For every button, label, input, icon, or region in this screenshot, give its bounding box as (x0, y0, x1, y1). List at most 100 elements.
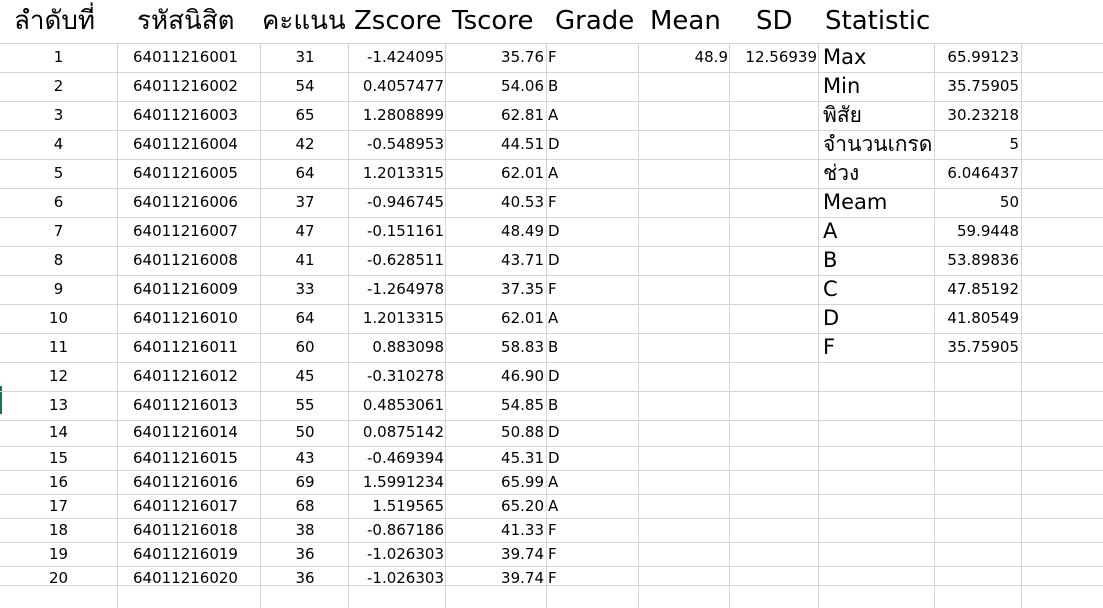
row-index-cell[interactable]: 1 (53, 48, 64, 66)
student-id-cell[interactable]: 64011216011 (133, 338, 238, 356)
row-index-cell[interactable]: 19 (48, 545, 69, 563)
score-cell[interactable]: 38 (295, 521, 315, 539)
tscore-cell[interactable]: 37.35 (501, 280, 544, 298)
tscore-cell[interactable]: 39.74 (501, 545, 544, 563)
row-index-cell[interactable]: 20 (48, 569, 69, 587)
statistic-label[interactable]: D (823, 306, 840, 330)
tscore-cell[interactable]: 62.01 (501, 309, 544, 327)
student-id-cell[interactable]: 64011216019 (133, 545, 238, 563)
row-index-cell[interactable]: 16 (48, 473, 69, 491)
header-zscore[interactable]: Zscore (354, 6, 442, 36)
zscore-cell[interactable]: 0.0875142 (362, 423, 444, 441)
student-id-cell[interactable]: 64011216018 (133, 521, 238, 539)
student-id-cell[interactable]: 64011216020 (133, 569, 238, 587)
statistic-label[interactable]: C (823, 277, 838, 301)
grade-cell[interactable]: D (548, 423, 560, 441)
row-index-cell[interactable]: 4 (53, 135, 64, 153)
row-index-cell[interactable]: 5 (53, 164, 64, 182)
zscore-cell[interactable]: 1.519565 (372, 497, 444, 515)
grade-cell[interactable]: D (548, 222, 560, 240)
header-grade[interactable]: Grade (555, 6, 635, 36)
header-statistic[interactable]: Statistic (825, 6, 931, 36)
row-index-cell[interactable]: 18 (48, 521, 69, 539)
grade-cell[interactable]: F (548, 48, 557, 66)
tscore-cell[interactable]: 62.81 (501, 106, 544, 124)
statistic-label[interactable]: Min (823, 74, 861, 98)
zscore-cell[interactable]: -0.867186 (367, 521, 444, 539)
zscore-cell[interactable]: -1.264978 (367, 280, 444, 298)
statistic-value[interactable]: 53.89836 (947, 251, 1019, 269)
score-cell[interactable]: 37 (295, 193, 315, 211)
row-index-cell[interactable]: 15 (48, 449, 69, 467)
grade-cell[interactable]: F (548, 545, 557, 563)
grade-cell[interactable]: F (548, 521, 557, 539)
row-index-cell[interactable]: 12 (48, 367, 69, 385)
row-index-cell[interactable]: 14 (48, 423, 69, 441)
score-cell[interactable]: 47 (295, 222, 315, 240)
zscore-cell[interactable]: -1.026303 (367, 569, 444, 587)
statistic-label[interactable]: พิสัย (823, 103, 862, 127)
sd-value[interactable]: 12.56939 (745, 48, 817, 66)
zscore-cell[interactable]: -0.628511 (367, 251, 444, 269)
tscore-cell[interactable]: 54.85 (501, 396, 544, 414)
student-id-cell[interactable]: 64011216004 (133, 135, 238, 153)
header-sd[interactable]: SD (756, 6, 793, 36)
grade-cell[interactable]: F (548, 569, 557, 587)
statistic-label[interactable]: F (823, 335, 836, 359)
row-index-cell[interactable]: 6 (53, 193, 64, 211)
zscore-cell[interactable]: 1.2013315 (362, 309, 444, 327)
header-mean[interactable]: Mean (650, 6, 721, 36)
statistic-value[interactable]: 41.80549 (947, 309, 1019, 327)
score-cell[interactable]: 36 (295, 545, 315, 563)
tscore-cell[interactable]: 65.20 (501, 497, 544, 515)
grade-cell[interactable]: F (548, 193, 557, 211)
statistic-value[interactable]: 35.75905 (947, 338, 1019, 356)
tscore-cell[interactable]: 45.31 (501, 449, 544, 467)
tscore-cell[interactable]: 46.90 (501, 367, 544, 385)
statistic-label[interactable]: ช่วง (823, 161, 860, 185)
row-index-cell[interactable]: 9 (53, 280, 64, 298)
score-cell[interactable]: 64 (295, 309, 315, 327)
grade-cell[interactable]: A (548, 497, 559, 515)
grade-cell[interactable]: A (548, 473, 559, 491)
student-id-cell[interactable]: 64011216014 (133, 423, 238, 441)
zscore-cell[interactable]: -0.151161 (367, 222, 444, 240)
row-index-cell[interactable]: 8 (53, 251, 64, 269)
grade-cell[interactable]: B (548, 338, 559, 356)
tscore-cell[interactable]: 62.01 (501, 164, 544, 182)
student-id-cell[interactable]: 64011216012 (133, 367, 238, 385)
zscore-cell[interactable]: 1.2013315 (362, 164, 444, 182)
header-student-id[interactable]: รหัสนิสิต (137, 6, 235, 36)
score-cell[interactable]: 45 (295, 367, 315, 385)
statistic-label[interactable]: Meam (823, 190, 888, 214)
tscore-cell[interactable]: 58.83 (501, 338, 544, 356)
row-index-cell[interactable]: 10 (48, 309, 69, 327)
student-id-cell[interactable]: 64011216006 (133, 193, 238, 211)
zscore-cell[interactable]: -0.469394 (367, 449, 444, 467)
score-cell[interactable]: 55 (295, 396, 315, 414)
grade-cell[interactable]: B (548, 396, 559, 414)
student-id-cell[interactable]: 64011216017 (133, 497, 238, 515)
grade-cell[interactable]: D (548, 251, 560, 269)
grade-cell[interactable]: D (548, 449, 560, 467)
row-index-cell[interactable]: 13 (48, 396, 69, 414)
zscore-cell[interactable]: -0.946745 (367, 193, 444, 211)
header-index[interactable]: ลำดับที่ (14, 6, 96, 36)
student-id-cell[interactable]: 64011216005 (133, 164, 238, 182)
mean-value[interactable]: 48.9 (694, 48, 728, 66)
statistic-value[interactable]: 59.9448 (956, 222, 1019, 240)
header-score[interactable]: คะแนน (262, 6, 346, 36)
statistic-label[interactable]: A (823, 219, 838, 243)
tscore-cell[interactable]: 48.49 (501, 222, 544, 240)
score-cell[interactable]: 41 (295, 251, 315, 269)
statistic-label[interactable]: จำนวนเกรด (823, 132, 933, 156)
statistic-value[interactable]: 6.046437 (947, 164, 1019, 182)
student-id-cell[interactable]: 64011216010 (133, 309, 238, 327)
student-id-cell[interactable]: 64011216009 (133, 280, 238, 298)
grade-cell[interactable]: D (548, 135, 560, 153)
score-cell[interactable]: 43 (295, 449, 315, 467)
grade-cell[interactable]: F (548, 280, 557, 298)
zscore-cell[interactable]: -1.026303 (367, 545, 444, 563)
grade-cell[interactable]: B (548, 77, 559, 95)
tscore-cell[interactable]: 40.53 (501, 193, 544, 211)
